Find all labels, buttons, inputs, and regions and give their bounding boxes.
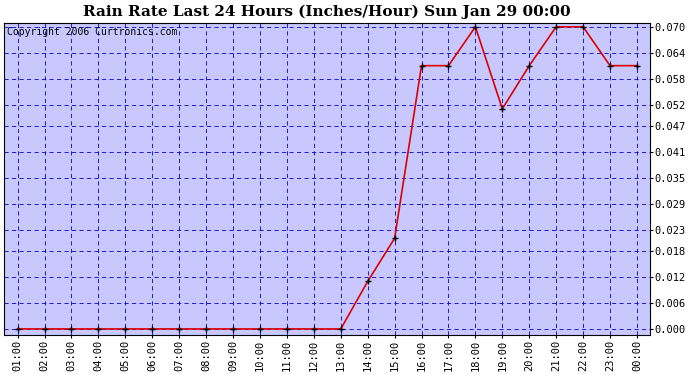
Title: Rain Rate Last 24 Hours (Inches/Hour) Sun Jan 29 00:00: Rain Rate Last 24 Hours (Inches/Hour) Su… <box>83 4 571 18</box>
Text: Copyright 2006 Curtronics.com: Copyright 2006 Curtronics.com <box>8 27 178 37</box>
